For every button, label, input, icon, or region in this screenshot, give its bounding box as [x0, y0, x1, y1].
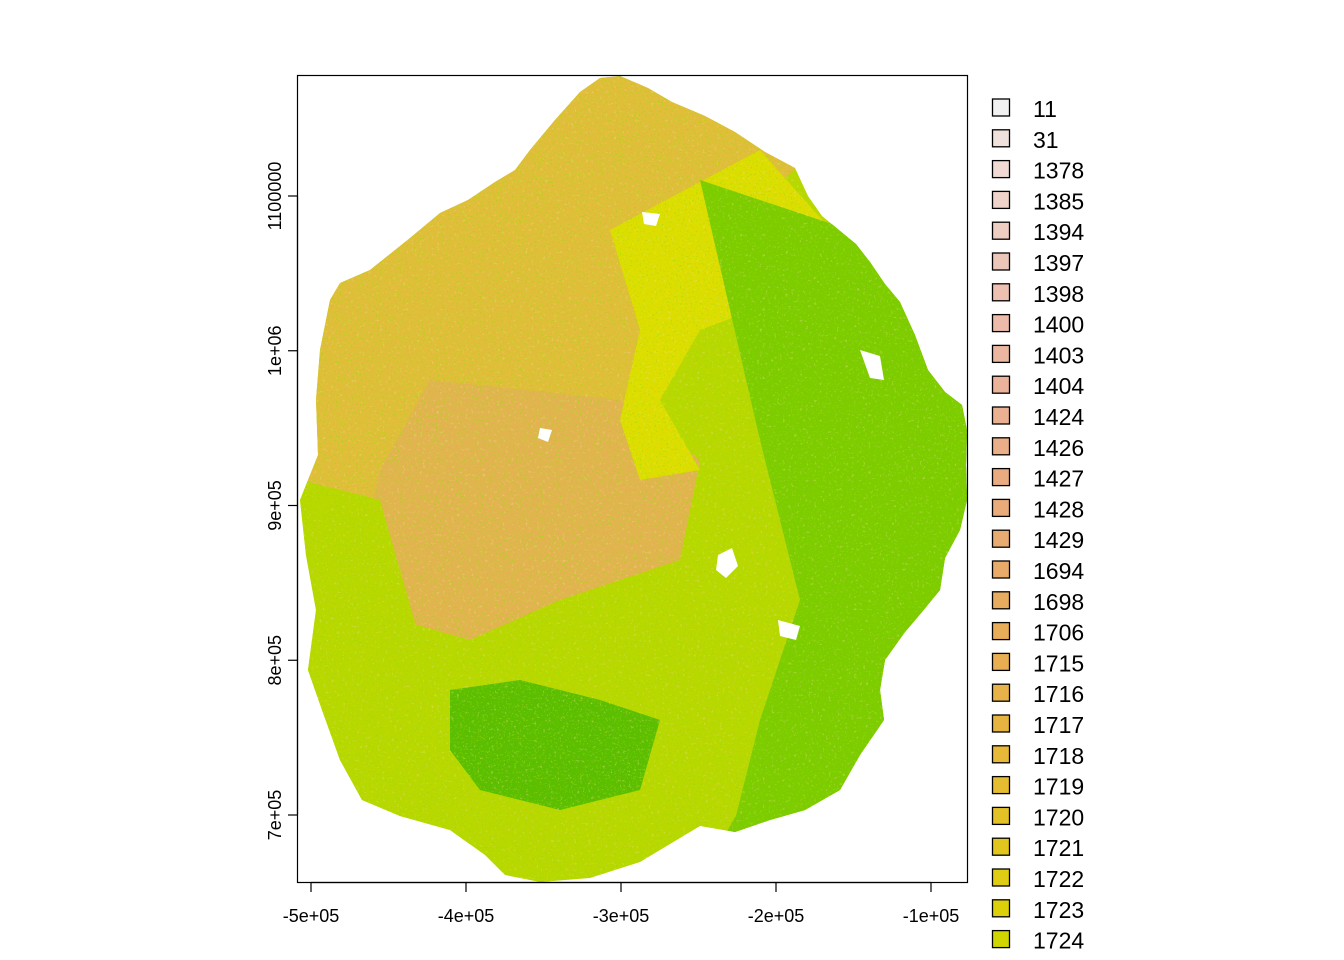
legend-label: 31: [1033, 127, 1059, 153]
legend-swatch: [991, 98, 1011, 117]
y-tick-label: 7e+05: [265, 790, 285, 841]
no-data-patch: [860, 350, 884, 380]
legend-label: 1424: [1033, 404, 1084, 430]
legend-label: 1694: [1033, 558, 1084, 584]
legend-label: 1397: [1033, 250, 1084, 276]
legend-swatch: [991, 129, 1011, 148]
legend-swatch: [991, 190, 1011, 210]
no-data-patch: [778, 620, 800, 640]
legend-label: 1378: [1033, 158, 1084, 184]
legend-label: 11: [1033, 96, 1057, 122]
raster-region: [300, 76, 967, 882]
legend-swatch: [991, 344, 1011, 364]
no-data-patch: [716, 548, 738, 578]
legend-label: 1427: [1033, 466, 1084, 492]
x-axis-ticks: -5e+05 -4e+05 -3e+05 -2e+05 -1e+05: [283, 882, 960, 926]
speckle-layer-tan: [300, 76, 967, 882]
legend-label: 1721: [1033, 835, 1084, 861]
legend-label: 1718: [1033, 743, 1084, 769]
legend-swatch: [991, 375, 1011, 394]
legend-label: 1719: [1033, 774, 1084, 800]
legend-swatch: [991, 437, 1011, 456]
legend-swatch: [991, 591, 1011, 610]
legend-label: 1426: [1033, 435, 1084, 461]
legend-label: 1722: [1033, 866, 1084, 892]
legend-swatch: [991, 252, 1011, 271]
y-tick-label: 1100000: [265, 162, 285, 231]
legend-swatch: [991, 467, 1011, 487]
legend-swatch: [991, 899, 1011, 918]
legend-swatch: [991, 406, 1011, 425]
legend-label: 1429: [1033, 527, 1084, 553]
legend-label: 1400: [1033, 312, 1084, 338]
legend-label: 1717: [1033, 712, 1084, 738]
legend-swatch: [991, 283, 1011, 302]
y-axis-ticks: 7e+05 8e+05 9e+05 1e+06 1100000: [265, 162, 298, 841]
legend-label: 1723: [1033, 897, 1084, 923]
legend-label: 1715: [1033, 650, 1084, 676]
legend-swatch: [991, 221, 1011, 240]
legend-swatch: [991, 683, 1011, 702]
legend-swatch: [991, 806, 1011, 826]
legend-swatch: [991, 159, 1011, 179]
no-data-patch: [538, 428, 552, 442]
legend-swatch: [991, 837, 1011, 856]
legend-label: 1720: [1033, 804, 1084, 830]
legend-label: 1394: [1033, 219, 1084, 245]
legend-swatch: [991, 498, 1011, 518]
legend-label: 1403: [1033, 342, 1084, 368]
legend-swatch: [991, 560, 1011, 579]
legend-swatch: [991, 621, 1011, 641]
legend-swatch: [991, 929, 1011, 949]
legend-swatch: [991, 775, 1011, 795]
legend-label: 1724: [1033, 928, 1084, 954]
legend: 11 31 1378 1385 1394 1397 1398 1400 1403 1404 1424…: [991, 96, 1084, 954]
legend-label: 1716: [1033, 681, 1084, 707]
y-tick-label: 8e+05: [265, 635, 285, 686]
legend-label: 1706: [1033, 620, 1084, 646]
legend-swatch: [991, 714, 1011, 733]
legend-swatch: [991, 868, 1011, 887]
x-tick-label: -4e+05: [438, 906, 495, 926]
no-data-patch: [642, 212, 660, 226]
legend-label: 1385: [1033, 188, 1084, 214]
x-tick-label: -5e+05: [283, 906, 340, 926]
legend-label: 1398: [1033, 281, 1084, 307]
x-tick-label: -1e+05: [903, 906, 960, 926]
x-tick-label: -3e+05: [593, 906, 650, 926]
y-tick-label: 9e+05: [265, 480, 285, 531]
legend-label: 1698: [1033, 589, 1084, 615]
y-tick-label: 1e+06: [265, 325, 285, 376]
x-tick-label: -2e+05: [748, 906, 805, 926]
legend-swatch: [991, 745, 1011, 764]
legend-swatch: [991, 313, 1011, 333]
legend-swatch: [991, 652, 1011, 672]
legend-label: 1428: [1033, 496, 1084, 522]
legend-swatch: [991, 529, 1011, 548]
legend-label: 1404: [1033, 373, 1084, 399]
